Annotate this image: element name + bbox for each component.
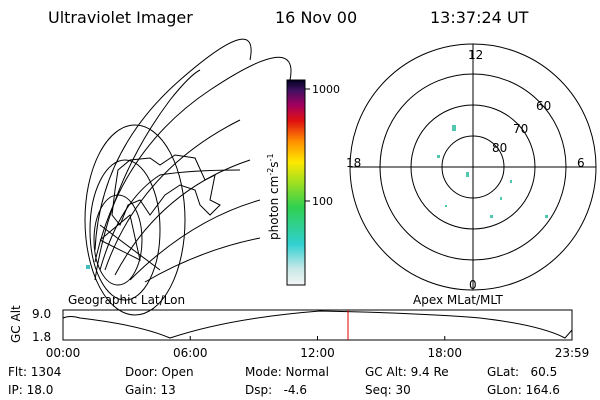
geo-map [84, 38, 292, 316]
timeline-xtick-label: 18:00 [427, 346, 462, 360]
panel-label: Apex MLat/MLT [413, 293, 503, 307]
aurora-dot [86, 265, 90, 269]
timeline-ytick: 9.0 [32, 307, 51, 321]
colorbar-label: 1000 [312, 83, 340, 96]
colorbar-label: 100 [312, 195, 333, 208]
timeline-ytick: 1.8 [32, 330, 51, 344]
timeline-xtick-label: 23:59 [555, 346, 590, 360]
mlt-label: 18 [346, 156, 361, 170]
mlt-label: 6 [577, 156, 585, 170]
mlat-label: 60 [536, 99, 551, 113]
footer-field: Mode: Normal [245, 365, 329, 379]
footer-field: Flt: 1304 [8, 365, 61, 379]
footer-field: GLat: 60.5 [487, 365, 557, 379]
footer-field: GC Alt: 9.4 Re [365, 365, 449, 379]
timeline-xtick-label: 06:00 [173, 346, 208, 360]
footer-field: GLon: 164.6 [487, 383, 560, 397]
footer-field: Door: Open [125, 365, 194, 379]
colorbar-unit: photon cm-2s-1 [266, 153, 281, 240]
altitude-curve [62, 310, 573, 339]
colorbar [286, 79, 306, 286]
footer-field: IP: 18.0 [8, 383, 53, 397]
title: Ultraviolet Imager [48, 8, 193, 27]
footer-field: Seq: 30 [365, 383, 411, 397]
date: 16 Nov 00 [275, 8, 357, 27]
mlat-label: 80 [492, 141, 507, 155]
mlt-label: 0 [469, 278, 477, 292]
polar-grid [349, 43, 597, 291]
footer-field: Gain: 13 [125, 383, 176, 397]
panel-label: Geographic Lat/Lon [68, 293, 185, 307]
mlt-label: 12 [468, 48, 483, 62]
timeline-xtick-label: 12:00 [300, 346, 335, 360]
aurora-dots [437, 125, 548, 218]
timeline-xtick-label: 00:00 [46, 346, 81, 360]
time: 13:37:24 UT [430, 8, 529, 27]
footer-field: Dsp: -4.6 [245, 383, 307, 397]
mlat-label: 70 [513, 122, 528, 136]
timeline-ylabel: GC Alt [9, 305, 23, 343]
